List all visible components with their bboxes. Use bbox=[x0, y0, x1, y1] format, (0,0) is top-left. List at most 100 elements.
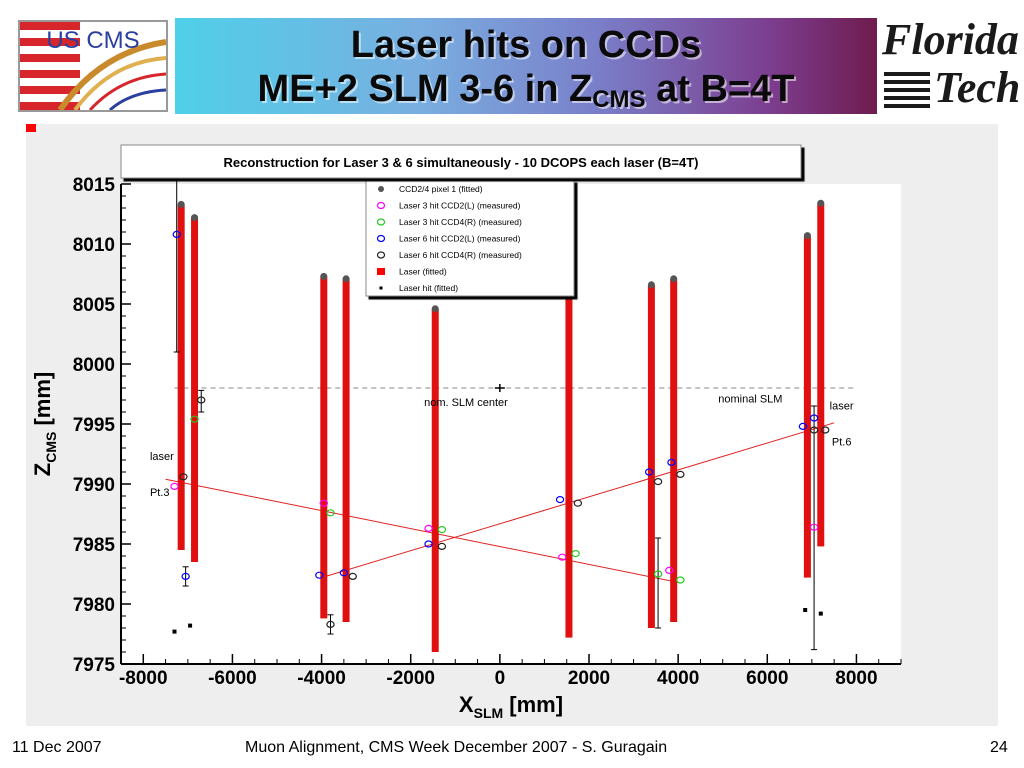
footer-date: 11 Dec 2007 bbox=[12, 739, 102, 756]
laser-6-ccd2-point bbox=[315, 571, 324, 579]
laser-hit-fitted bbox=[818, 611, 823, 616]
ccd-pixel-marker bbox=[647, 281, 655, 289]
y-tick-label: 8015 bbox=[73, 175, 116, 196]
legend-label: Laser 3 hit CCD4(R) (measured) bbox=[399, 217, 522, 227]
ccd-pixel-marker bbox=[320, 272, 328, 280]
uscms-logo-graphic: US CMS bbox=[20, 22, 166, 110]
slide-title-line1: Laser hits on CCDs bbox=[350, 24, 702, 66]
ccd-pixel-marker bbox=[342, 275, 350, 283]
laser-6-ccd4-point bbox=[179, 473, 188, 481]
ccd-pixel-marker bbox=[191, 214, 199, 222]
title-line2-suffix: at B=4T bbox=[645, 68, 795, 110]
legend-label: Laser 6 hit CCD2(L) (measured) bbox=[399, 234, 521, 244]
flag-stripes bbox=[20, 22, 80, 110]
laser-6-ccd2-point bbox=[798, 422, 808, 430]
x-tick-label: -8000 bbox=[119, 668, 168, 689]
laser-6-ccd2-point bbox=[644, 468, 654, 476]
dcops-bar bbox=[342, 278, 350, 622]
y-axis-label-sub: CMS bbox=[43, 432, 59, 463]
y-axis-label-unit: [mm] bbox=[30, 372, 55, 432]
chart-annotation: Pt.3 bbox=[150, 487, 170, 499]
laser-6-ccd4-point bbox=[653, 478, 663, 486]
laser-3-ccd4-point bbox=[571, 550, 580, 558]
legend-marker bbox=[376, 234, 386, 243]
laser-6-ccd2-point bbox=[424, 540, 433, 548]
laser-6-ccd2-point bbox=[667, 458, 676, 466]
florida-tech-logo-lines bbox=[884, 72, 930, 108]
laser-3-ccd4-point bbox=[326, 509, 335, 517]
laser-hit-fitted bbox=[188, 623, 193, 628]
dcops-bar bbox=[647, 284, 655, 628]
laser-6-ccd2-point bbox=[555, 496, 565, 504]
laser-6-ccd4-point bbox=[573, 499, 583, 507]
laser-line bbox=[165, 478, 679, 583]
chart-annotation: laser bbox=[150, 451, 174, 463]
laser-6-ccd4-point bbox=[326, 620, 335, 628]
laser-6-ccd2-point bbox=[809, 414, 819, 422]
x-tick-label: -2000 bbox=[386, 668, 435, 689]
y-tick-label: 7995 bbox=[73, 415, 116, 436]
plot-panel: -8000 -6000 -4000 -2000 0 2000 4000 6000 8000 797… bbox=[26, 124, 998, 726]
laser-3-ccd2-point bbox=[809, 523, 819, 531]
laser-6-ccd4-point bbox=[821, 426, 830, 434]
florida-tech-logo-word2: Tech bbox=[934, 63, 1021, 112]
y-tick-label: 7985 bbox=[73, 535, 116, 556]
points-layer bbox=[26, 124, 830, 651]
title-banner: Laser hits on CCDs ME+2 SLM 3-6 in ZCMS … bbox=[175, 18, 877, 114]
laser-3-ccd2-point bbox=[558, 553, 567, 561]
y-tick-label: 8010 bbox=[73, 235, 115, 256]
dcops-bar bbox=[320, 276, 328, 619]
dcops-bar bbox=[803, 235, 811, 578]
ccd-pixel-marker bbox=[803, 232, 811, 240]
laser-3-ccd4-point bbox=[676, 576, 685, 584]
laser-6-ccd2-point bbox=[339, 569, 349, 577]
legend-marker bbox=[378, 186, 384, 192]
x-tick-label: 2000 bbox=[568, 668, 610, 689]
y-tick-label: 7975 bbox=[73, 655, 116, 676]
legend-marker bbox=[377, 268, 385, 275]
florida-tech-logo-word1: Florida bbox=[882, 15, 1019, 64]
legend-marker bbox=[376, 201, 386, 210]
chart-annotation: Pt.6 bbox=[832, 437, 852, 449]
y-tick-label: 8000 bbox=[73, 355, 115, 376]
slide-footer: 11 Dec 2007 Muon Alignment, CMS Week Dec… bbox=[0, 735, 1024, 765]
chart-annotation: nom. SLM center bbox=[424, 397, 508, 409]
laser-3-ccd2-point bbox=[319, 499, 328, 507]
laser-3-ccd4-point bbox=[437, 526, 447, 534]
footer-page-number: 24 bbox=[990, 739, 1008, 756]
legend-label: Laser (fitted) bbox=[399, 267, 447, 277]
ccd-pixel-marker bbox=[431, 305, 439, 313]
x-axis-label-unit: [mm] bbox=[503, 692, 563, 717]
laser-hit-fitted bbox=[803, 608, 808, 612]
laser-6-ccd4-point bbox=[348, 572, 357, 580]
dcops-bar bbox=[565, 294, 573, 638]
x-axis-label-sub: SLM bbox=[474, 705, 504, 721]
chart-title-box: Reconstruction for Laser 3 & 6 simultane… bbox=[120, 144, 802, 179]
legend-marker bbox=[376, 218, 386, 226]
legend-label: Laser 3 hit CCD2(L) (measured) bbox=[399, 201, 521, 211]
ccd-pixel-marker bbox=[817, 199, 825, 207]
chart-title: Reconstruction for Laser 3 & 6 simultane… bbox=[223, 155, 698, 170]
laser-3-ccd2-point bbox=[665, 566, 674, 574]
legend-label: Laser 6 hit CCD4(R) (measured) bbox=[399, 250, 522, 260]
legend-label: Laser hit (fitted) bbox=[399, 283, 458, 293]
laser-3-ccd2-point bbox=[170, 482, 179, 490]
slide-header: US CMS Laser hits on CCDs ME+2 SLM 3-6 i… bbox=[0, 0, 1024, 118]
x-axis-label-main: X bbox=[459, 692, 474, 717]
x-tick-label: -6000 bbox=[208, 668, 257, 689]
laser-hit-fitted bbox=[172, 629, 177, 634]
legend-marker bbox=[376, 251, 386, 259]
x-tick-label: 6000 bbox=[746, 668, 788, 689]
legend-marker bbox=[379, 286, 383, 290]
legend-label: CCD2/4 pixel 1 (fitted) bbox=[399, 184, 483, 194]
x-axis-label: XSLM [mm] bbox=[459, 692, 563, 721]
laser-6-ccd4-point bbox=[437, 542, 447, 550]
chart-annotation: laser bbox=[830, 401, 854, 413]
laser-6-ccd2-point bbox=[172, 230, 181, 239]
annotations-layer: laser Pt.3 nom. SLM center nominal SLM laser… bbox=[150, 393, 854, 499]
uscms-logo: US CMS bbox=[18, 20, 168, 112]
footer-center-text: Muon Alignment, CMS Week December 2007 -… bbox=[245, 739, 668, 756]
florida-tech-logo: Florida Tech bbox=[882, 14, 1020, 114]
laser-6-ccd4-point bbox=[197, 396, 206, 404]
axes-layer: -8000 -6000 -4000 -2000 0 2000 4000 6000 8000 797… bbox=[73, 175, 902, 689]
